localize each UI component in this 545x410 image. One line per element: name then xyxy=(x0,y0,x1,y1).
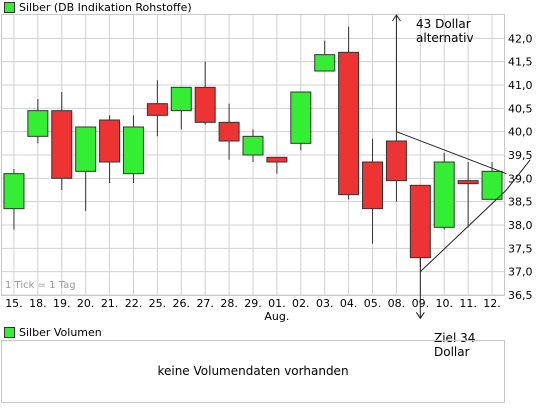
price-legend-swatch xyxy=(4,2,15,13)
x-tick-label: 29. xyxy=(244,297,262,310)
x-tick-label: 22. xyxy=(125,297,143,310)
volume-legend-swatch xyxy=(4,327,15,338)
x-tick-label: 12. xyxy=(483,297,501,310)
x-tick-label: 27. xyxy=(196,297,214,310)
y-tick-label: 38,5 xyxy=(508,196,533,209)
price-legend-label: Silber (DB Indikation Rohstoffe) xyxy=(19,1,192,14)
y-tick-label: 42,0 xyxy=(508,32,533,45)
price-legend: Silber (DB Indikation Rohstoffe) xyxy=(4,1,192,14)
candle-body xyxy=(3,173,25,210)
annotation-up-line2: alternativ xyxy=(416,31,474,45)
x-tick-label: 11. xyxy=(459,297,477,310)
volume-empty-message: keine Volumendaten vorhanden xyxy=(157,364,349,378)
x-tick-label: 05. xyxy=(364,297,382,310)
candle-body xyxy=(409,184,431,259)
candle-body xyxy=(266,156,288,163)
y-axis-ticks: 42,0 41,5 41,0 40,5 40,0 39,5 39,0 38,5 38,0 37,5… xyxy=(508,32,533,302)
x-tick-label: 26. xyxy=(173,297,191,310)
annotation-down-line2: Dollar xyxy=(434,345,470,359)
annotation-up-line1: 43 Dollar xyxy=(416,17,471,31)
annotation-down-line1: Ziel 34 xyxy=(434,331,476,345)
candle-body xyxy=(194,86,216,123)
candle-body xyxy=(290,91,312,144)
candle-body xyxy=(362,161,384,210)
x-tick-label: 28. xyxy=(220,297,238,310)
y-tick-label: 40,0 xyxy=(508,126,533,139)
x-tick-label: 01. xyxy=(268,297,286,310)
x-tick-label: 25. xyxy=(149,297,167,310)
candle-body xyxy=(170,86,192,112)
annotation-up: 43 Dollar alternativ xyxy=(416,17,474,45)
arrow-down-head xyxy=(415,312,425,320)
trend-annotations xyxy=(392,14,531,320)
x-tick-label: 10. xyxy=(435,297,453,310)
x-tick-label: 15. xyxy=(5,297,23,310)
candle-body xyxy=(99,119,121,163)
trend-line-upper xyxy=(396,131,507,175)
candle-body xyxy=(51,110,73,179)
candle-body xyxy=(457,180,479,185)
tick-note: 1 Tick = 1 Tag xyxy=(5,280,76,291)
y-tick-label: 38,0 xyxy=(508,219,533,232)
y-tick-label: 40,5 xyxy=(508,102,533,115)
candle-body xyxy=(122,126,144,175)
y-tick-label: 39,0 xyxy=(508,172,533,185)
x-tick-label: 18. xyxy=(29,297,47,310)
x-tick-label: 20. xyxy=(77,297,95,310)
y-tick-label: 39,5 xyxy=(508,149,533,162)
volume-legend: Silber Volumen xyxy=(4,326,102,339)
x-tick-label: 02. xyxy=(292,297,310,310)
x-tick-label: 04. xyxy=(340,297,358,310)
y-tick-label: 36,5 xyxy=(508,289,533,302)
candle-body xyxy=(385,140,407,182)
x-sublabel: Aug. xyxy=(264,310,289,323)
volume-legend-label: Silber Volumen xyxy=(19,326,102,339)
candle-body xyxy=(314,54,336,72)
candle-body xyxy=(146,103,168,116)
candle-body xyxy=(433,161,455,228)
y-tick-label: 41,5 xyxy=(508,56,533,69)
candle-body xyxy=(338,51,360,196)
annotation-down: Ziel 34 Dollar xyxy=(434,331,475,359)
candles xyxy=(3,26,503,267)
candle-body xyxy=(75,126,97,172)
x-axis-ticks: 15. 18. 19. 20. 21. 22. 25. 26. 27. 28. 29. 01. 02. 0… xyxy=(5,297,501,323)
y-tick-label: 37,0 xyxy=(508,266,533,279)
candle-body xyxy=(242,135,264,156)
x-tick-label: 19. xyxy=(53,297,71,310)
y-tick-label: 41,0 xyxy=(508,79,533,92)
candle-body xyxy=(218,121,240,142)
trend-line-lower xyxy=(419,159,531,273)
candle-body xyxy=(481,170,503,200)
candle-body xyxy=(27,110,49,137)
x-tick-label: 21. xyxy=(101,297,119,310)
arrow-up-head xyxy=(392,14,401,22)
y-tick-label: 37,5 xyxy=(508,242,533,255)
x-tick-label: 08. xyxy=(388,297,406,310)
volume-panel: keine Volumendaten vorhanden xyxy=(1,340,505,403)
x-tick-label: 03. xyxy=(316,297,334,310)
